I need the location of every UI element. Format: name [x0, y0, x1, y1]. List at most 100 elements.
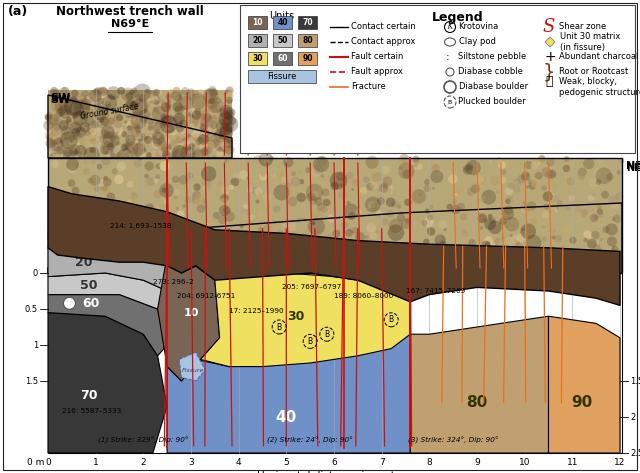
- Circle shape: [49, 140, 56, 147]
- Circle shape: [103, 131, 120, 148]
- Circle shape: [538, 155, 545, 163]
- Circle shape: [454, 186, 463, 195]
- Circle shape: [149, 151, 159, 161]
- Text: 17: 2125–1990: 17: 2125–1990: [229, 307, 284, 314]
- Circle shape: [298, 251, 307, 260]
- Circle shape: [336, 169, 346, 179]
- Circle shape: [125, 202, 130, 206]
- Circle shape: [303, 174, 309, 181]
- Circle shape: [340, 268, 343, 272]
- Circle shape: [147, 136, 156, 144]
- Text: 50: 50: [277, 36, 288, 45]
- Circle shape: [61, 154, 67, 159]
- Text: 0 m: 0 m: [27, 458, 44, 467]
- Circle shape: [140, 100, 150, 110]
- Circle shape: [396, 204, 401, 209]
- Text: 20: 20: [252, 36, 263, 45]
- Circle shape: [147, 152, 152, 158]
- Circle shape: [209, 105, 212, 109]
- Circle shape: [537, 161, 541, 165]
- Circle shape: [164, 124, 169, 129]
- Text: 2.5: 2.5: [630, 448, 640, 457]
- Circle shape: [281, 262, 290, 270]
- Circle shape: [65, 216, 78, 228]
- Circle shape: [106, 106, 111, 111]
- Text: 50: 50: [80, 279, 97, 292]
- Circle shape: [605, 173, 614, 181]
- Circle shape: [259, 152, 273, 166]
- Circle shape: [209, 86, 216, 94]
- Circle shape: [416, 216, 422, 221]
- Circle shape: [216, 111, 224, 119]
- Circle shape: [343, 254, 348, 258]
- Circle shape: [125, 92, 134, 100]
- Text: (a): (a): [8, 5, 28, 18]
- Circle shape: [161, 146, 166, 152]
- Circle shape: [95, 128, 104, 137]
- Text: N69°E: N69°E: [111, 19, 149, 29]
- Circle shape: [134, 94, 143, 103]
- Circle shape: [45, 139, 55, 149]
- Circle shape: [388, 227, 393, 232]
- Circle shape: [99, 244, 108, 254]
- Circle shape: [520, 224, 536, 239]
- Circle shape: [83, 160, 87, 164]
- Circle shape: [156, 122, 159, 125]
- Circle shape: [103, 93, 107, 97]
- Circle shape: [126, 100, 134, 108]
- Circle shape: [77, 96, 86, 105]
- Circle shape: [78, 151, 83, 155]
- Circle shape: [499, 218, 507, 225]
- Circle shape: [175, 149, 180, 154]
- Circle shape: [86, 111, 93, 118]
- Circle shape: [166, 117, 173, 123]
- Circle shape: [370, 203, 378, 210]
- Circle shape: [129, 135, 138, 145]
- Circle shape: [94, 108, 106, 121]
- Circle shape: [141, 133, 145, 137]
- Circle shape: [598, 211, 604, 218]
- Circle shape: [457, 202, 465, 211]
- Circle shape: [215, 144, 223, 152]
- Circle shape: [200, 123, 209, 131]
- Circle shape: [45, 117, 54, 126]
- Circle shape: [366, 223, 376, 232]
- Circle shape: [196, 204, 205, 213]
- Circle shape: [298, 247, 303, 253]
- Circle shape: [186, 137, 195, 146]
- Circle shape: [165, 102, 172, 109]
- Circle shape: [187, 88, 195, 97]
- Circle shape: [97, 105, 102, 110]
- Circle shape: [63, 96, 70, 103]
- Circle shape: [200, 150, 211, 161]
- Text: Weak, blocky,
pedogenic structure: Weak, blocky, pedogenic structure: [559, 77, 640, 97]
- Circle shape: [251, 238, 262, 249]
- Circle shape: [324, 260, 332, 267]
- Text: B: B: [276, 323, 282, 332]
- Circle shape: [180, 106, 185, 111]
- Circle shape: [226, 92, 234, 100]
- Circle shape: [131, 98, 138, 105]
- Circle shape: [201, 166, 216, 182]
- Circle shape: [179, 120, 188, 129]
- Circle shape: [239, 178, 243, 182]
- Circle shape: [213, 107, 223, 116]
- Circle shape: [90, 103, 94, 106]
- Circle shape: [600, 238, 603, 241]
- Circle shape: [201, 93, 209, 102]
- Circle shape: [381, 166, 390, 174]
- Circle shape: [68, 123, 73, 128]
- Circle shape: [191, 144, 194, 147]
- Circle shape: [72, 140, 80, 148]
- Circle shape: [211, 134, 214, 138]
- Circle shape: [125, 148, 134, 156]
- Circle shape: [47, 133, 52, 137]
- Circle shape: [77, 146, 82, 151]
- Circle shape: [567, 162, 575, 170]
- Circle shape: [321, 189, 330, 196]
- Circle shape: [152, 131, 164, 145]
- Circle shape: [60, 131, 78, 149]
- Text: Horizontal distance in meters: Horizontal distance in meters: [257, 471, 411, 473]
- Circle shape: [372, 172, 381, 182]
- Circle shape: [103, 176, 108, 181]
